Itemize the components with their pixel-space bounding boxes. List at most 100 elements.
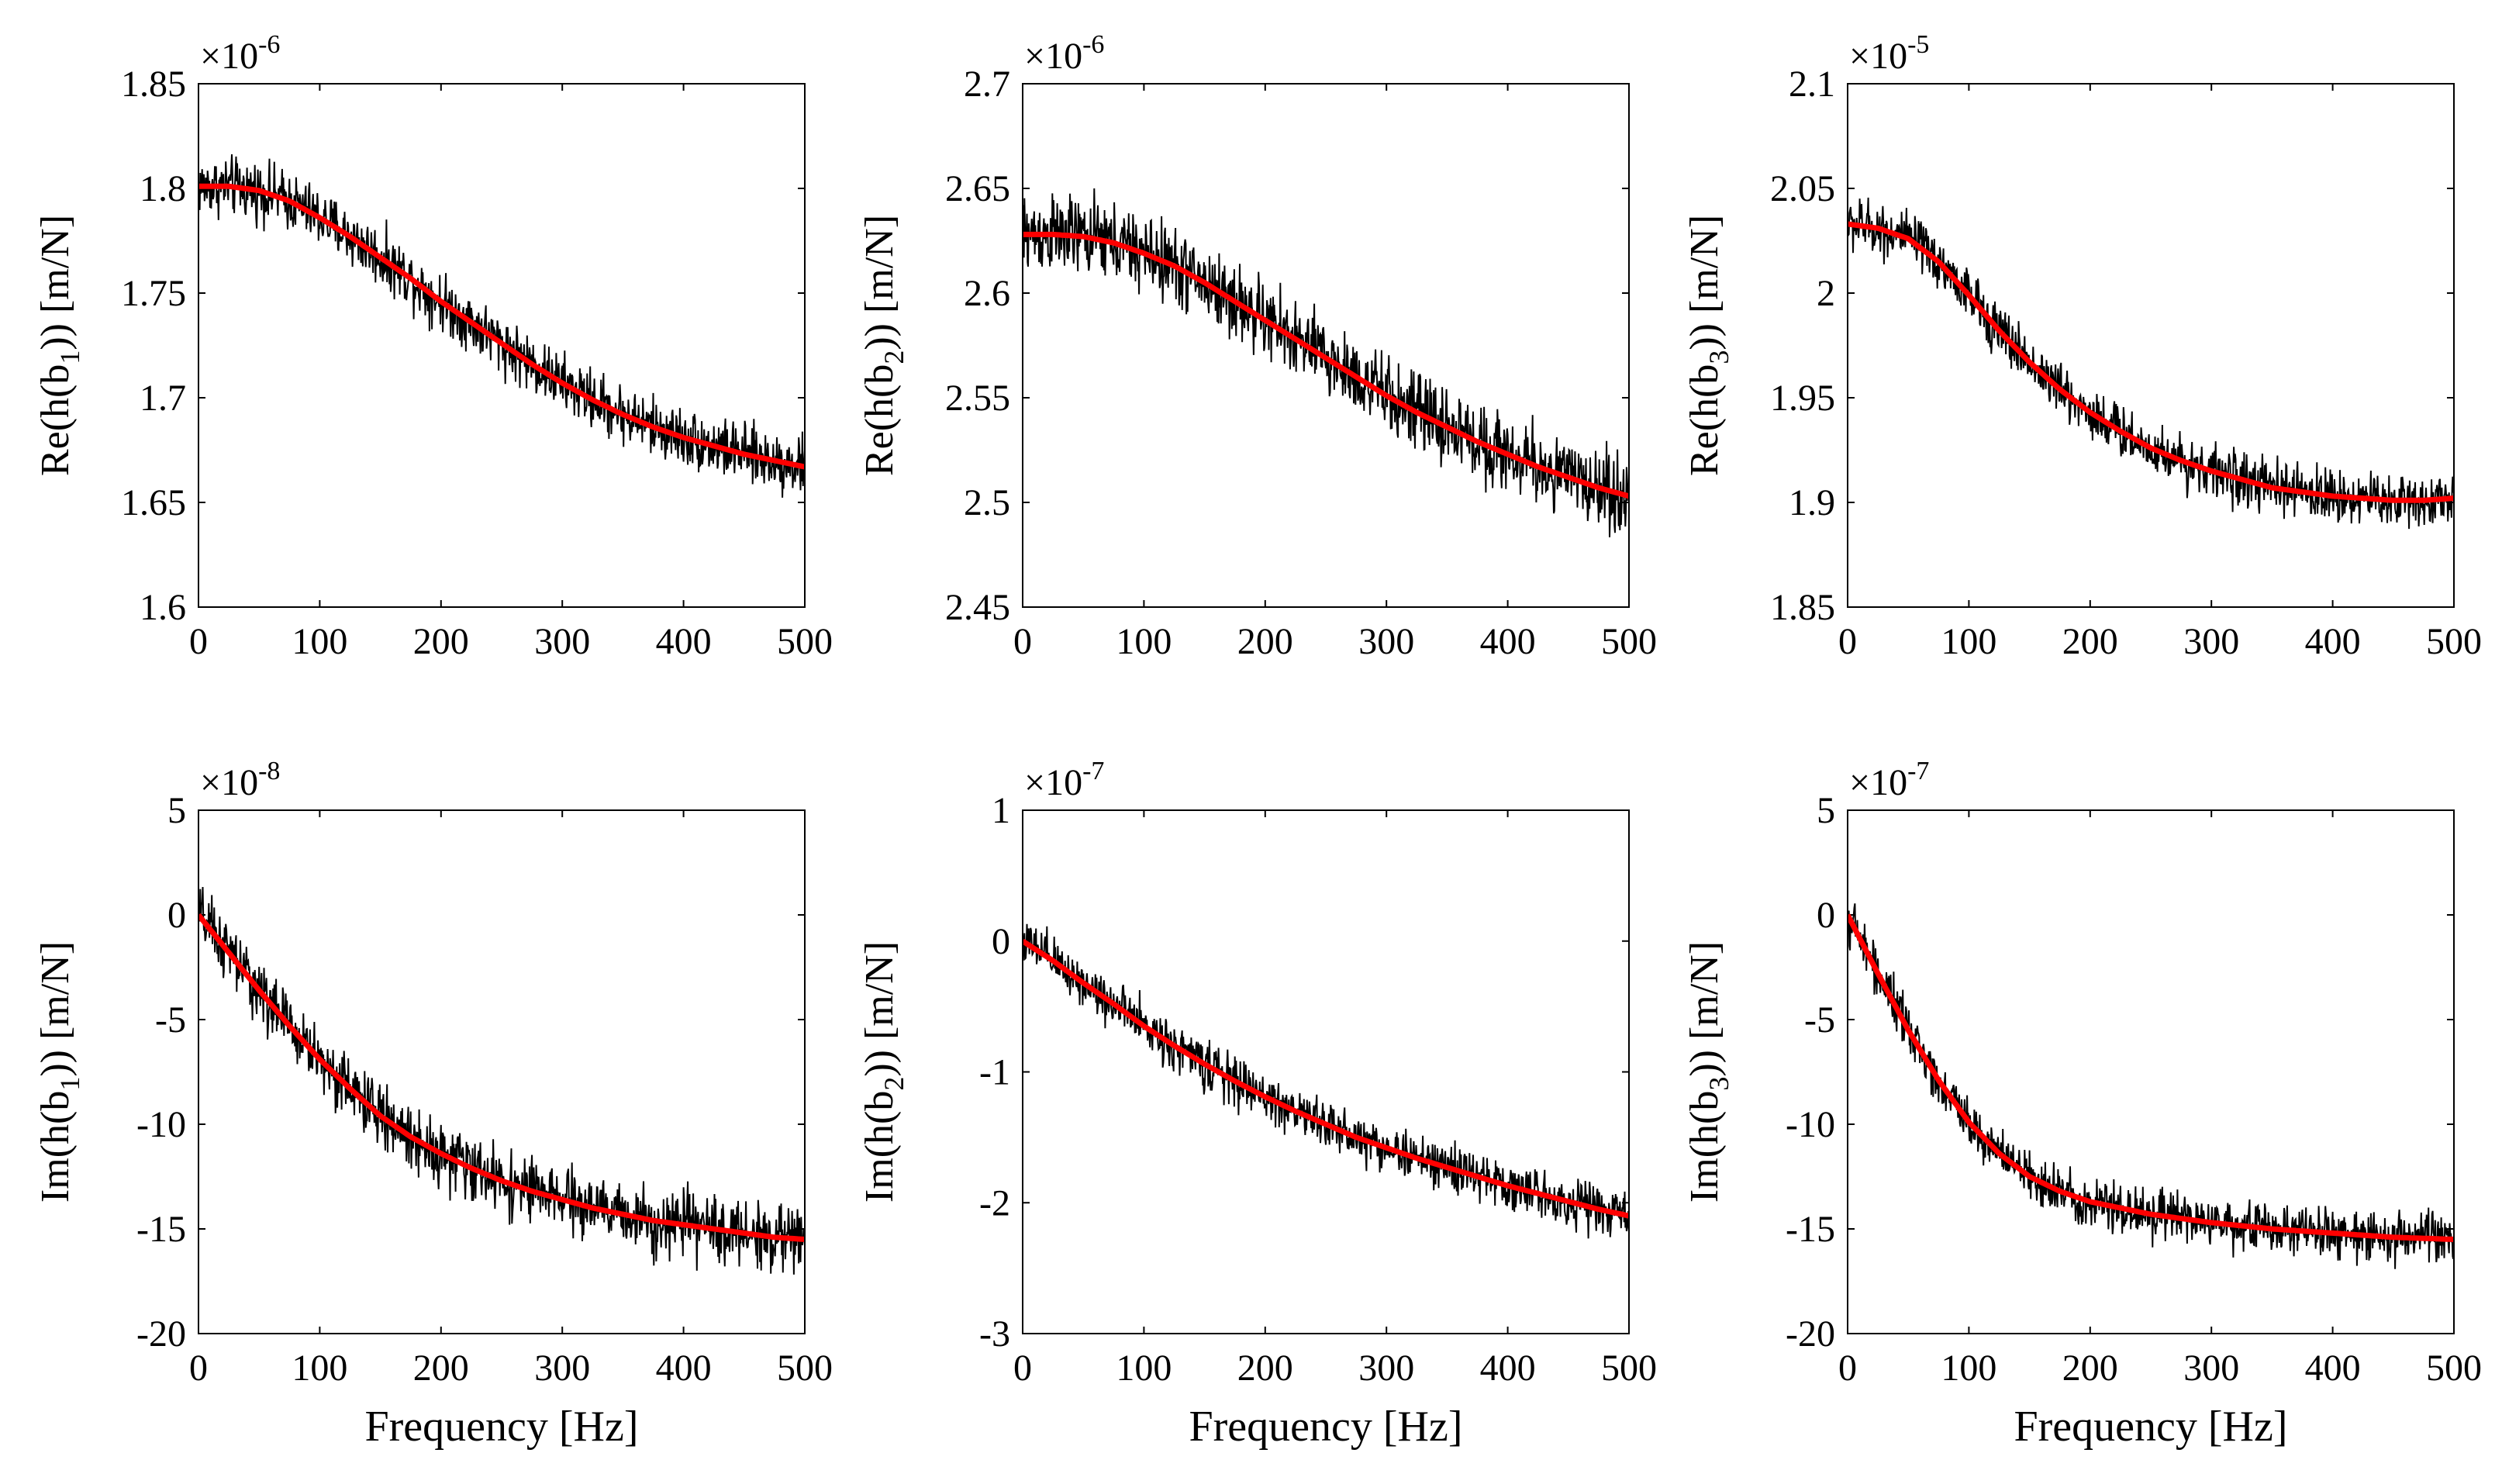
fit-series-line xyxy=(198,183,805,470)
y-axis-label: Im(h(b3)) [m/N] xyxy=(1682,941,1734,1203)
axes-box xyxy=(198,809,806,1334)
measured-series-line xyxy=(1023,923,1629,1239)
x-tick-label: 400 xyxy=(656,1348,712,1389)
y-tick-label: -3 xyxy=(979,1313,1010,1355)
y-tick-label: 2.45 xyxy=(945,587,1010,628)
x-tick-label: 500 xyxy=(1601,1348,1657,1389)
y-tick-label: 1.65 xyxy=(121,482,186,523)
y-tick-label: 1.75 xyxy=(121,273,186,314)
y-label-rest: )) [m/N] xyxy=(33,215,78,350)
x-tick-label: 200 xyxy=(1237,1348,1293,1389)
y-tick-label: 2.05 xyxy=(1770,168,1835,209)
subplot-3: 0 100 200 300 400 500 1.85 1.9 1.95 2 2.05 2.1 ×10-5… xyxy=(1682,30,2482,662)
x-tick-label: 100 xyxy=(1116,621,1172,662)
axis-exponent-base: ×10 xyxy=(1849,36,1907,77)
x-tick-label: 0 xyxy=(189,1348,208,1389)
x-tick-label: 300 xyxy=(2183,1348,2239,1389)
x-tick-label: 100 xyxy=(292,1348,347,1389)
y-tick-label: 1.9 xyxy=(1789,482,1835,523)
x-axis-label: Frequency [Hz] xyxy=(2014,1403,2288,1451)
axis-exponent-power: -7 xyxy=(1907,757,1929,785)
axes-box xyxy=(1022,809,1630,1334)
x-tick-label: 300 xyxy=(1358,621,1414,662)
y-label-subscript: 2 xyxy=(878,350,909,364)
subplot-5: 0 100 200 300 400 500 -3 -2 -1 0 1 ×10-7 Im(h(b2)) [… xyxy=(858,757,1657,1451)
subplot-4: 0 100 200 300 400 500 -20 -15 -10 -5 0 5 ×10-8 Im(h(b… xyxy=(33,757,833,1451)
y-label-main: Im(h(b xyxy=(33,1091,78,1203)
y-tick-label: 2 xyxy=(1817,273,1835,314)
axis-exponent: ×10-7 xyxy=(1849,757,1929,803)
y-label-subscript: 2 xyxy=(878,1077,909,1091)
x-tick-label: 0 xyxy=(1013,1348,1032,1389)
x-tick-label: 0 xyxy=(1013,621,1032,662)
y-label-subscript: 1 xyxy=(54,350,85,364)
x-tick-label: 100 xyxy=(292,621,347,662)
y-tick-label: 1.95 xyxy=(1770,378,1835,419)
y-tick-label: 0 xyxy=(992,921,1010,962)
x-tick-label: 500 xyxy=(777,1348,833,1389)
y-label-rest: )) [m/N] xyxy=(858,215,902,350)
x-tick-label: 0 xyxy=(1838,1348,1857,1389)
y-tick-label: -10 xyxy=(136,1104,186,1145)
fit-series-line xyxy=(1023,231,1629,499)
y-label-subscript: 3 xyxy=(1703,350,1734,364)
x-tick-label: 0 xyxy=(189,621,208,662)
axes-frame xyxy=(1847,809,2455,1334)
y-label-rest: )) [m/N] xyxy=(1682,215,1727,350)
x-axis-label: Frequency [Hz] xyxy=(365,1403,639,1451)
axis-exponent: ×10-6 xyxy=(1024,30,1104,77)
axes-box xyxy=(1022,83,1630,608)
axes-frame xyxy=(198,83,806,608)
y-tick-label: 1.8 xyxy=(140,168,186,209)
x-tick-label: 500 xyxy=(1601,621,1657,662)
y-tick-label: 5 xyxy=(167,790,186,831)
x-tick-label: 400 xyxy=(1480,621,1536,662)
axis-exponent-power: -6 xyxy=(1082,30,1104,59)
y-tick-label: 1.7 xyxy=(140,378,186,419)
y-label-rest: )) [m/N] xyxy=(1682,941,1727,1077)
axis-exponent: ×10-8 xyxy=(200,757,280,803)
x-tick-label: 0 xyxy=(1838,621,1857,662)
axes-frame xyxy=(1022,809,1630,1334)
y-label-rest: )) [m/N] xyxy=(33,941,78,1077)
y-tick-label: -1 xyxy=(979,1052,1010,1093)
y-tick-label: 2.55 xyxy=(945,378,1010,419)
x-tick-label: 500 xyxy=(2426,1348,2482,1389)
y-tick-label: -20 xyxy=(136,1313,186,1355)
y-label-subscript: 3 xyxy=(1703,1077,1734,1091)
y-axis-label: Im(h(b1)) [m/N] xyxy=(33,941,85,1203)
x-tick-label: 300 xyxy=(2183,621,2239,662)
x-tick-label: 500 xyxy=(2426,621,2482,662)
x-tick-label: 400 xyxy=(2305,1348,2361,1389)
y-tick-label: -10 xyxy=(1786,1104,1835,1145)
y-tick-label: 5 xyxy=(1817,790,1835,831)
y-axis-label: Im(h(b2)) [m/N] xyxy=(858,941,909,1203)
fit-series-line xyxy=(1848,221,2454,503)
axis-exponent-power: -6 xyxy=(258,30,280,59)
y-tick-label: 1.85 xyxy=(1770,587,1835,628)
y-tick-label: -5 xyxy=(1804,999,1835,1041)
y-tick-label: 2.1 xyxy=(1789,64,1835,105)
axis-exponent-power: -8 xyxy=(258,757,280,785)
y-axis-label: Re(h(b1)) [m/N] xyxy=(33,215,85,476)
fit-series-line xyxy=(1023,938,1629,1219)
y-tick-label: 1.85 xyxy=(121,64,186,105)
axes-box xyxy=(1847,83,2455,608)
x-tick-label: 300 xyxy=(534,1348,590,1389)
y-tick-label: 2.65 xyxy=(945,168,1010,209)
axes-frame xyxy=(1022,83,1630,608)
x-tick-label: 400 xyxy=(1480,1348,1536,1389)
y-axis-label: Re(h(b2)) [m/N] xyxy=(858,215,909,476)
x-tick-label: 400 xyxy=(2305,621,2361,662)
subplot-2: 0 100 200 300 400 500 2.45 2.5 2.55 2.6 2.65 2.7 ×10… xyxy=(858,30,1657,662)
x-tick-label: 200 xyxy=(1237,621,1293,662)
axis-exponent-base: ×10 xyxy=(200,36,258,77)
axis-exponent-power: -7 xyxy=(1082,757,1104,785)
x-tick-label: 100 xyxy=(1116,1348,1172,1389)
x-tick-label: 300 xyxy=(534,621,590,662)
x-tick-label: 200 xyxy=(2062,1348,2118,1389)
y-tick-label: 2.5 xyxy=(964,482,1010,523)
y-tick-label: -2 xyxy=(979,1182,1010,1223)
axes-box xyxy=(1847,809,2455,1334)
